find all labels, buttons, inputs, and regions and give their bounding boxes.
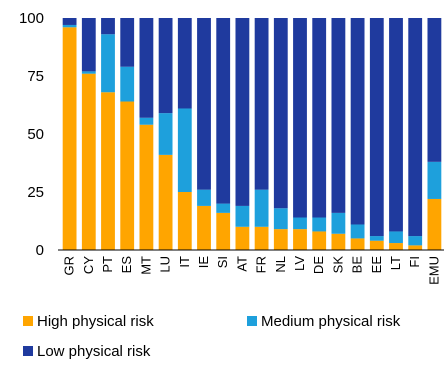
bar-segment-lv-high — [293, 229, 307, 250]
y-axis: 0 25 50 75 100 — [19, 10, 44, 259]
bar-segment-fi-high — [408, 245, 423, 250]
bar-segment-at-high — [235, 226, 250, 250]
y-tick-label: 75 — [27, 68, 44, 85]
bar-segment-cy-high — [81, 73, 96, 251]
x-tick-label: NL — [273, 256, 288, 273]
x-tick-label: LU — [158, 256, 173, 273]
bar-segment-ee-high — [369, 240, 384, 250]
x-tick-label: FI — [407, 256, 422, 268]
bar-segment-de-low — [312, 18, 327, 218]
bar-segment-pt-medium — [101, 34, 115, 93]
bar-segment-sk-low — [331, 18, 346, 213]
bar-segment-pt-low — [101, 18, 115, 35]
bar-segment-lu-medium — [158, 113, 173, 155]
bar-segment-gr-low — [62, 18, 77, 25]
bar-segment-de-high — [312, 231, 327, 250]
y-tick-label: 25 — [27, 184, 44, 201]
bar-segment-lt-medium — [389, 231, 403, 244]
legend-swatch — [23, 346, 33, 356]
x-tick-label: MT — [138, 256, 153, 275]
x-tick-label: DE — [311, 256, 326, 274]
bar-segment-ie-medium — [197, 189, 211, 206]
x-tick-label: EE — [369, 256, 384, 274]
bar-segment-lt-low — [389, 18, 403, 232]
x-tick-label: BE — [350, 256, 365, 274]
x-tick-label: GR — [62, 256, 77, 276]
bar-segment-sk-high — [331, 233, 346, 250]
bar-segment-cy-low — [81, 18, 96, 72]
bar-segment-be-medium — [350, 224, 365, 239]
bar-segment-mt-medium — [139, 117, 154, 125]
bar-segment-ie-high — [197, 205, 211, 250]
bar-segment-nl-low — [273, 18, 288, 209]
bar-segment-lt-high — [389, 243, 403, 250]
bar-segment-lu-high — [158, 154, 173, 250]
bar-segment-ee-medium — [369, 236, 384, 241]
bar-segment-ie-low — [197, 18, 211, 190]
bar-segment-cy-medium — [81, 71, 96, 74]
bar-segment-it-medium — [177, 108, 192, 192]
bar-segment-at-medium — [235, 205, 250, 227]
bar-segment-gr-medium — [62, 24, 77, 28]
x-tick-label: IE — [196, 256, 211, 269]
y-tick-label: 50 — [27, 126, 44, 143]
bar-segment-mt-low — [139, 18, 154, 118]
bar-segment-fr-high — [254, 226, 269, 250]
bar-segment-be-high — [350, 238, 365, 250]
bar-segment-emu-low — [427, 18, 442, 162]
x-tick-label: FR — [254, 256, 269, 273]
x-tick-label: CY — [81, 256, 96, 274]
x-tick-label: IT — [177, 256, 192, 268]
bar-segment-si-low — [216, 18, 231, 204]
bar-segment-at-low — [235, 18, 250, 206]
bar-segment-nl-high — [273, 229, 288, 250]
legend-label: Medium physical risk — [261, 313, 401, 330]
legend: High physical risk Medium physical risk Lo… — [23, 313, 401, 360]
bar-segment-fi-low — [408, 18, 423, 237]
bar-segment-gr-high — [62, 27, 77, 251]
legend-swatch — [23, 316, 33, 326]
y-tick-label: 100 — [19, 10, 44, 27]
bar-segment-ee-low — [369, 18, 384, 237]
bar-segment-it-low — [177, 18, 192, 109]
legend-swatch — [247, 316, 257, 326]
x-tick-label: SK — [330, 256, 345, 274]
y-tick-label: 0 — [36, 242, 44, 259]
bar-segment-lv-medium — [293, 217, 307, 230]
x-tick-label: AT — [234, 256, 249, 272]
x-axis: GR CY PT ES MT LU IT IE SI AT FR NL LV DE SK BE EE LT FI EM… — [58, 249, 444, 285]
bar-segment-pt-high — [101, 92, 115, 251]
bar-segment-fi-medium — [408, 236, 423, 246]
bar-segment-emu-high — [427, 198, 442, 250]
x-tick-label: EMU — [426, 256, 441, 285]
bar-segment-fr-low — [254, 18, 269, 190]
bar-segment-sk-medium — [331, 212, 346, 234]
x-tick-label: PT — [100, 256, 115, 273]
bar-segment-es-high — [120, 101, 135, 251]
bar-segment-es-medium — [120, 66, 135, 102]
bar-segment-nl-medium — [273, 208, 288, 230]
legend-label: High physical risk — [37, 313, 154, 330]
bar-segment-si-high — [216, 212, 231, 250]
bar-segment-be-low — [350, 18, 365, 225]
x-tick-label: LV — [292, 256, 307, 271]
bar-segment-lu-low — [158, 18, 173, 114]
bar-segment-emu-medium — [427, 161, 442, 199]
bar-segment-it-high — [177, 192, 192, 250]
bar-segment-lv-low — [293, 18, 307, 218]
bar-segment-de-medium — [312, 217, 327, 232]
x-tick-label: LT — [388, 256, 403, 270]
bar-segment-fr-medium — [254, 189, 269, 227]
bars-area — [62, 18, 442, 251]
x-tick-label: SI — [215, 256, 230, 268]
bar-segment-si-medium — [216, 203, 231, 213]
x-tick-label: ES — [119, 256, 134, 274]
bar-segment-es-low — [120, 18, 135, 67]
bar-segment-mt-high — [139, 124, 154, 250]
legend-label: Low physical risk — [37, 343, 151, 360]
